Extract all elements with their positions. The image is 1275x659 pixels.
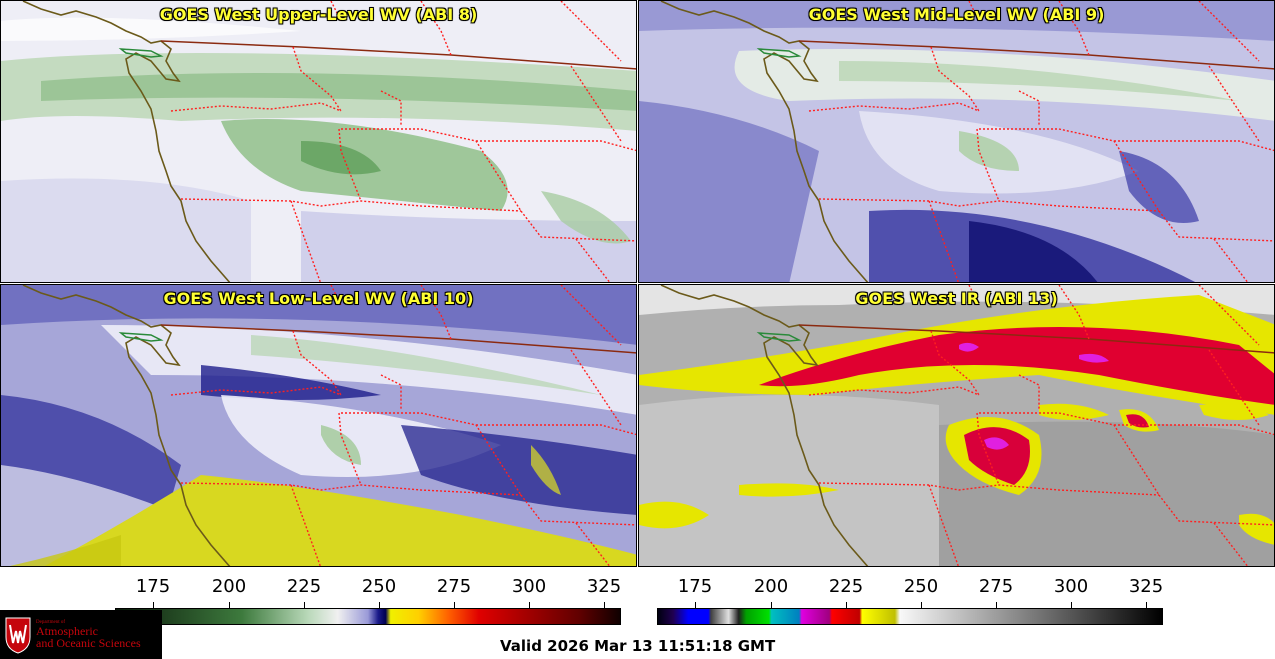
tick-mark [304,602,305,608]
tick-label: 225 [286,576,322,597]
tick-mark [921,602,922,608]
tick-mark [229,602,230,608]
tick-label: 275 [978,576,1014,597]
panel-title: GOES West Low-Level WV (ABI 10) [163,289,474,308]
uw-crest-icon [5,617,31,654]
tick-mark [846,602,847,608]
tick-label: 200 [753,576,789,597]
upper-level-wv-image [1,1,636,282]
mid-level-wv-image [639,1,1274,282]
wv-colorbar-labels: 175 200 225 250 275 300 325 [115,572,621,602]
tick-label: 225 [828,576,864,597]
wv-colorbar-gradient [115,608,621,625]
aos-logo: Department of Atmospheric and Oceanic Sc… [0,610,162,659]
wv-colorbar: 175 200 225 250 275 300 325 [115,572,621,628]
ir-colorbar-labels: 175 200 225 250 275 300 325 [657,572,1163,602]
tick-label: 250 [903,576,939,597]
tick-label: 200 [211,576,247,597]
tick-mark [153,602,154,608]
tick-label: 300 [511,576,547,597]
tick-mark [379,602,380,608]
tick-label: 175 [677,576,713,597]
tick-mark [695,602,696,608]
tick-label: 175 [135,576,171,597]
tick-mark [771,602,772,608]
logo-line2: and Oceanic Sciences [36,636,141,650]
upper-level-wv-panel: GOES West Upper-Level WV (ABI 8) [0,0,637,283]
tick-mark [604,602,605,608]
valid-time: Valid 2026 Mar 13 11:51:18 GMT [500,637,776,655]
tick-label: 250 [361,576,397,597]
logo-line1: Atmospheric [36,624,98,638]
panel-title: GOES West Mid-Level WV (ABI 9) [808,5,1105,24]
logo-text: Department of Atmospheric and Oceanic Sc… [36,620,141,649]
panel-title: GOES West Upper-Level WV (ABI 8) [159,5,478,24]
low-level-wv-panel: GOES West Low-Level WV (ABI 10) [0,284,637,567]
tick-mark [1146,602,1147,608]
tick-mark [1071,602,1072,608]
tick-mark [996,602,997,608]
low-level-wv-image [1,285,636,566]
tick-label: 275 [436,576,472,597]
ir-colorbar: 175 200 225 250 275 300 325 [657,572,1163,628]
mid-level-wv-panel: GOES West Mid-Level WV (ABI 9) [638,0,1275,283]
panel-title: GOES West IR (ABI 13) [855,289,1058,308]
ir-colorbar-gradient [657,608,1163,625]
tick-label: 325 [1128,576,1164,597]
ir-image [639,285,1274,566]
tick-mark [529,602,530,608]
tick-label: 300 [1053,576,1089,597]
tick-label: 325 [586,576,622,597]
logo-department: Department of [36,620,66,625]
ir-panel: GOES West IR (ABI 13) [638,284,1275,567]
tick-mark [454,602,455,608]
